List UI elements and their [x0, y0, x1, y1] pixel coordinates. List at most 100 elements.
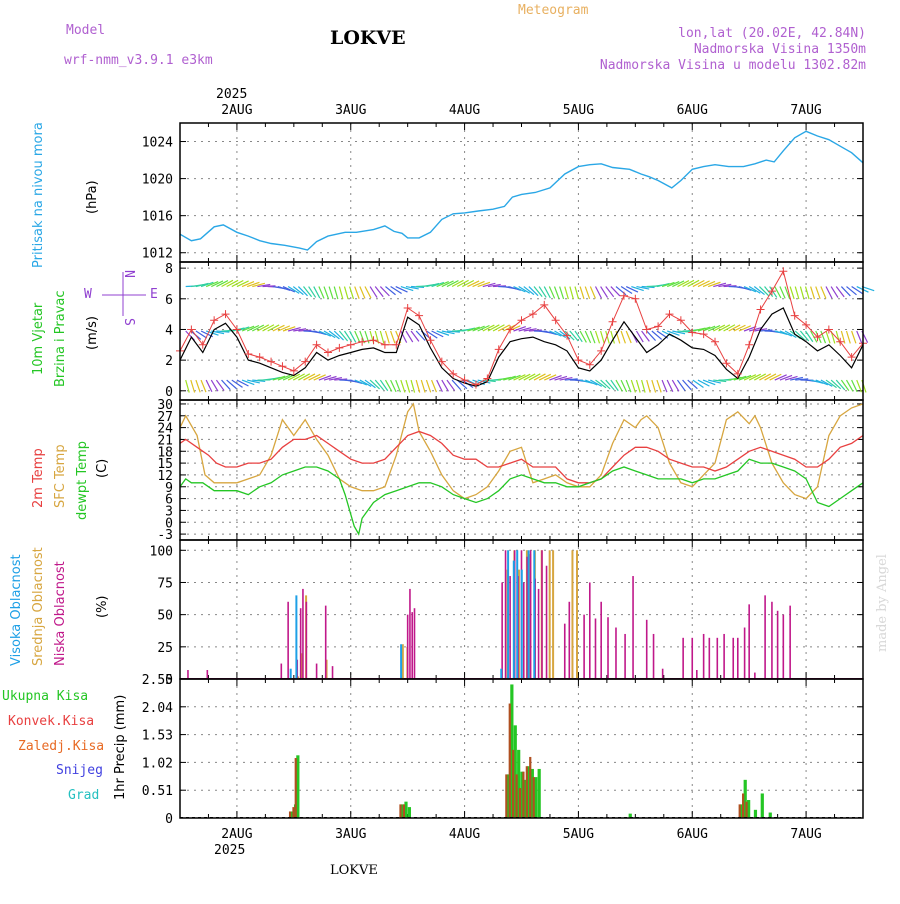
wind-arrow — [580, 287, 584, 299]
wind-arrow — [406, 380, 410, 392]
wind-arrow — [324, 287, 328, 299]
coords-label: lon,lat (20.02E, 42.84N) — [678, 26, 866, 41]
wind-gust-marker — [210, 316, 218, 324]
wind-gust-marker — [233, 325, 241, 333]
y-tick-label: 1020 — [142, 173, 173, 188]
precip-bar-total — [761, 793, 764, 818]
y-tick-label: 4 — [165, 323, 173, 338]
precip-bar-conv — [399, 804, 401, 818]
model-altitude-label: Nadmorska Visina u modelu 1302.82m — [600, 58, 866, 73]
wind-gust-marker — [222, 310, 230, 318]
wind-gust-marker — [335, 344, 343, 352]
svg-text:W: W — [84, 287, 92, 302]
wind-gust-marker — [415, 312, 423, 320]
wind-arrow — [575, 287, 579, 300]
wind-arrow — [826, 287, 832, 299]
wind-gust-marker — [244, 350, 252, 358]
y-tick-label: 1024 — [142, 136, 173, 151]
wind-arrow — [206, 380, 212, 392]
pressure-title: Pritisak na nivou mora — [31, 122, 46, 268]
precip-bar-conv — [526, 766, 528, 818]
bottom-day-label: 4AUG — [449, 827, 480, 842]
wind-arrow — [595, 287, 601, 299]
wind-gust-marker — [381, 341, 389, 349]
y-tick-label: 50 — [157, 609, 173, 624]
cloud-low-title: Niska Oblacnost — [53, 561, 68, 666]
precip-bar-conv — [515, 774, 517, 818]
precip-bar-conv — [403, 804, 405, 818]
wind-arrow — [334, 287, 338, 299]
panel-frame — [180, 123, 863, 262]
y-tick-label: 2.55 — [142, 673, 173, 688]
wind-arrow — [360, 287, 365, 299]
wind-gust-marker — [347, 341, 355, 349]
wind-arrow — [621, 331, 625, 343]
wind-gust-marker — [745, 341, 753, 349]
top-day-label: 2AUG — [221, 103, 252, 118]
y-tick-label: 2.04 — [142, 701, 173, 716]
wind-arrow — [437, 380, 443, 392]
y-tick-label: 0.51 — [142, 784, 173, 799]
legend-total-rain: Ukupna Kisa — [2, 689, 88, 704]
bottom-day-label: 5AUG — [563, 827, 594, 842]
wind-arrow — [355, 287, 359, 299]
y-tick-label: 25 — [157, 641, 173, 656]
wind-gust-marker — [187, 325, 195, 333]
pressure-panel: 1012 1016 1020 1024 — [142, 123, 863, 262]
y-tick-label: 1.02 — [142, 756, 173, 771]
wind-arrow — [329, 287, 333, 299]
pressure-unit: (hPa) — [85, 180, 100, 214]
precip-bar-conv — [519, 788, 521, 818]
precip-bar-conv — [739, 804, 741, 818]
wind-gust-marker — [313, 341, 321, 349]
wind-arrow — [857, 331, 862, 343]
precip-panel: 00.511.021.532.042.55 — [142, 673, 863, 827]
legend-frz-rain: Zaledj.Kisa — [18, 739, 104, 754]
wind-gust-marker — [256, 353, 264, 361]
wind-arrow — [652, 380, 656, 392]
wind-arrow — [391, 331, 395, 343]
y-tick-label: 1012 — [142, 247, 173, 262]
dewpt-line — [180, 459, 863, 534]
precip-bar-conv — [505, 774, 507, 818]
wind-arrow — [826, 331, 830, 343]
wind-arrow — [344, 287, 348, 299]
bottom-day-label: 3AUG — [335, 827, 366, 842]
temp2m-title: 2m Temp — [31, 448, 46, 508]
precip-bar-conv — [533, 777, 535, 818]
year-label-top: 2025 — [216, 87, 247, 102]
wind-arrow — [846, 331, 850, 343]
y-tick-label: 100 — [150, 544, 173, 559]
precip-bar-conv — [745, 802, 747, 818]
wind-arrow — [339, 287, 342, 300]
wind-arrow — [426, 380, 430, 392]
legend-conv-rain: Konvek.Kisa — [8, 714, 94, 729]
wind-gust-marker — [711, 338, 719, 346]
model-label: Model — [66, 23, 105, 38]
top-day-label: 4AUG — [449, 103, 480, 118]
station-title: LOKVE — [330, 27, 406, 49]
y-tick-label: 8 — [165, 262, 173, 277]
precip-bar-conv — [529, 757, 531, 818]
svg-text:E: E — [150, 287, 158, 302]
wind-arrow — [816, 287, 820, 299]
sfc-temp-line — [180, 404, 863, 499]
wind-arrow — [585, 287, 589, 299]
y-tick-label: 30 — [157, 398, 173, 413]
wind-gust-marker — [643, 325, 651, 333]
sfc-title: SFC Temp — [53, 444, 68, 508]
precip-bar-conv — [509, 704, 511, 818]
footer-station: LOKVE — [330, 863, 378, 878]
pressure-line — [180, 131, 863, 250]
wind-gust-marker — [358, 338, 366, 346]
wind-gust-marker — [267, 358, 275, 366]
y-tick-label: 1016 — [142, 210, 173, 225]
top-day-label: 3AUG — [335, 103, 366, 118]
y-tick-label: 6 — [165, 293, 173, 308]
wind-gust-marker — [609, 318, 617, 326]
wind-gust-marker — [552, 316, 560, 324]
bottom-day-label: 7AUG — [790, 827, 821, 842]
